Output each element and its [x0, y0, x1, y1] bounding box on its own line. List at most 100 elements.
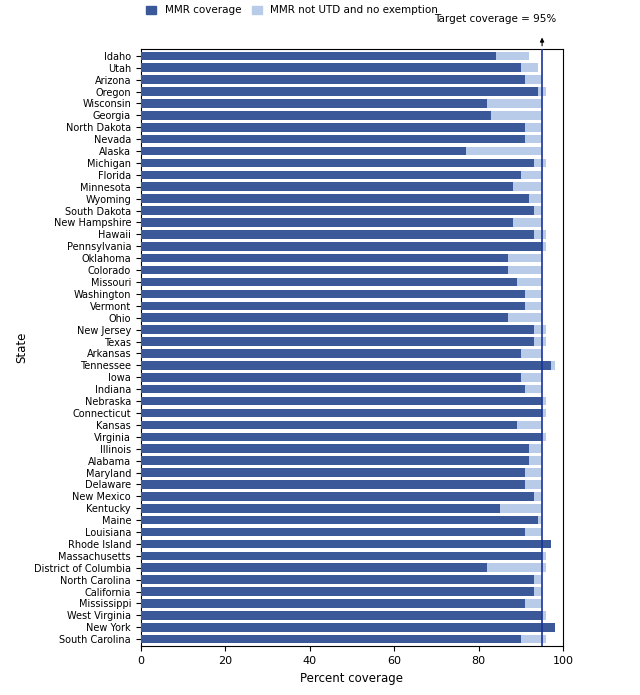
Bar: [141, 99, 542, 108]
Bar: [141, 492, 534, 500]
Bar: [141, 218, 513, 227]
Bar: [141, 575, 534, 584]
Bar: [141, 385, 525, 393]
Bar: [141, 170, 542, 179]
Bar: [141, 313, 508, 322]
Bar: [141, 147, 542, 155]
Bar: [141, 63, 521, 72]
Bar: [141, 278, 516, 286]
Bar: [141, 242, 542, 251]
Bar: [141, 444, 529, 453]
Bar: [141, 183, 513, 191]
Bar: [141, 75, 542, 84]
Bar: [141, 409, 547, 417]
Bar: [141, 611, 542, 620]
Bar: [141, 492, 542, 500]
Bar: [141, 147, 466, 155]
Bar: [141, 337, 547, 346]
X-axis label: Percent coverage: Percent coverage: [301, 671, 403, 685]
Bar: [141, 540, 550, 548]
Bar: [141, 135, 542, 143]
Bar: [141, 63, 538, 72]
Bar: [141, 528, 542, 537]
Bar: [141, 135, 525, 143]
Bar: [141, 290, 525, 298]
Bar: [141, 457, 529, 465]
Bar: [141, 75, 525, 84]
Bar: [141, 432, 547, 441]
Bar: [141, 373, 542, 382]
Bar: [141, 623, 555, 632]
Bar: [141, 123, 525, 131]
Bar: [141, 278, 542, 286]
Bar: [141, 242, 547, 251]
Bar: [141, 432, 542, 441]
Bar: [141, 230, 534, 238]
Bar: [141, 457, 542, 465]
Bar: [141, 361, 555, 370]
Bar: [141, 254, 508, 263]
Legend: MMR coverage, MMR not UTD and no exemption: MMR coverage, MMR not UTD and no exempti…: [146, 5, 438, 15]
Bar: [141, 468, 542, 477]
Bar: [141, 516, 538, 525]
Bar: [141, 302, 542, 310]
Bar: [141, 599, 525, 607]
Bar: [141, 325, 534, 334]
Y-axis label: State: State: [15, 332, 29, 363]
Bar: [141, 420, 542, 430]
Bar: [141, 206, 542, 215]
Bar: [141, 265, 508, 275]
Bar: [141, 88, 547, 96]
Bar: [141, 349, 542, 358]
Bar: [141, 230, 547, 238]
Bar: [141, 195, 542, 203]
Bar: [141, 480, 542, 489]
Bar: [141, 254, 542, 263]
Text: Target coverage = 95%: Target coverage = 95%: [435, 15, 557, 24]
Bar: [141, 599, 542, 607]
Bar: [141, 397, 542, 405]
Bar: [141, 337, 534, 346]
Bar: [141, 552, 547, 560]
Bar: [141, 635, 521, 644]
Bar: [141, 575, 542, 584]
Bar: [141, 409, 542, 417]
Bar: [141, 540, 550, 548]
Bar: [141, 587, 542, 596]
Bar: [141, 158, 547, 167]
Bar: [141, 504, 500, 512]
Bar: [141, 349, 521, 358]
Bar: [141, 552, 542, 560]
Bar: [141, 195, 529, 203]
Bar: [141, 480, 525, 489]
Bar: [141, 528, 525, 537]
Bar: [141, 373, 521, 382]
Bar: [141, 158, 534, 167]
Bar: [141, 183, 542, 191]
Bar: [141, 170, 521, 179]
Bar: [141, 397, 547, 405]
Bar: [141, 290, 542, 298]
Bar: [141, 206, 534, 215]
Bar: [141, 623, 555, 632]
Bar: [141, 611, 547, 620]
Bar: [141, 111, 492, 120]
Bar: [141, 635, 547, 644]
Bar: [141, 51, 495, 60]
Bar: [141, 123, 542, 131]
Bar: [141, 564, 487, 572]
Bar: [141, 313, 542, 322]
Bar: [141, 444, 542, 453]
Bar: [141, 325, 547, 334]
Bar: [141, 468, 525, 477]
Bar: [141, 88, 538, 96]
Bar: [141, 504, 542, 512]
Bar: [141, 218, 542, 227]
Bar: [141, 302, 525, 310]
Bar: [141, 420, 516, 430]
Bar: [141, 99, 487, 108]
Bar: [141, 587, 534, 596]
Bar: [141, 361, 550, 370]
Bar: [141, 265, 542, 275]
Bar: [141, 564, 547, 572]
